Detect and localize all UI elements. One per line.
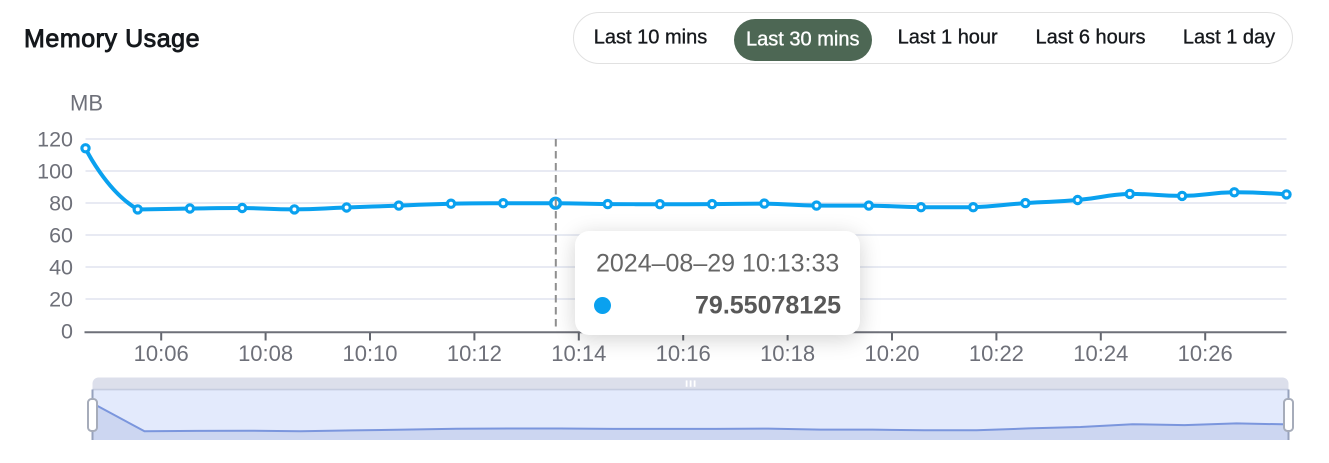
svg-text:MB: MB	[70, 91, 103, 116]
svg-text:10:16: 10:16	[656, 341, 711, 366]
svg-text:100: 100	[37, 160, 73, 184]
svg-text:10:18: 10:18	[760, 341, 815, 366]
svg-text:10:10: 10:10	[342, 341, 397, 366]
svg-text:10:22: 10:22	[969, 341, 1024, 366]
svg-text:10:08: 10:08	[238, 341, 293, 366]
svg-text:60: 60	[49, 224, 73, 248]
svg-text:10:14: 10:14	[551, 341, 606, 366]
svg-text:10:06: 10:06	[134, 341, 189, 366]
svg-text:10:24: 10:24	[1073, 341, 1128, 366]
svg-text:80: 80	[49, 192, 73, 216]
svg-text:10:12: 10:12	[447, 341, 502, 366]
svg-text:40: 40	[49, 256, 73, 280]
svg-text:0: 0	[61, 320, 73, 344]
svg-text:10:26: 10:26	[1178, 341, 1233, 366]
svg-text:10:20: 10:20	[864, 341, 919, 366]
svg-text:120: 120	[37, 128, 73, 152]
svg-text:20: 20	[49, 288, 73, 312]
